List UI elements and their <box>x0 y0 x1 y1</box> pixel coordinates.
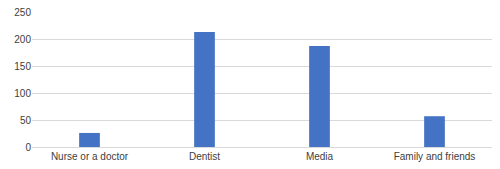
svg-text:150: 150 <box>14 61 31 72</box>
svg-text:0: 0 <box>25 142 31 153</box>
svg-text:200: 200 <box>14 34 31 45</box>
svg-text:Media: Media <box>306 151 334 162</box>
svg-text:100: 100 <box>14 88 31 99</box>
svg-text:50: 50 <box>20 115 32 126</box>
svg-text:Family and friends: Family and friends <box>394 151 476 162</box>
svg-text:Nurse or a doctor: Nurse or a doctor <box>51 151 129 162</box>
svg-text:250: 250 <box>14 7 31 18</box>
svg-text:Dentist: Dentist <box>189 151 220 162</box>
